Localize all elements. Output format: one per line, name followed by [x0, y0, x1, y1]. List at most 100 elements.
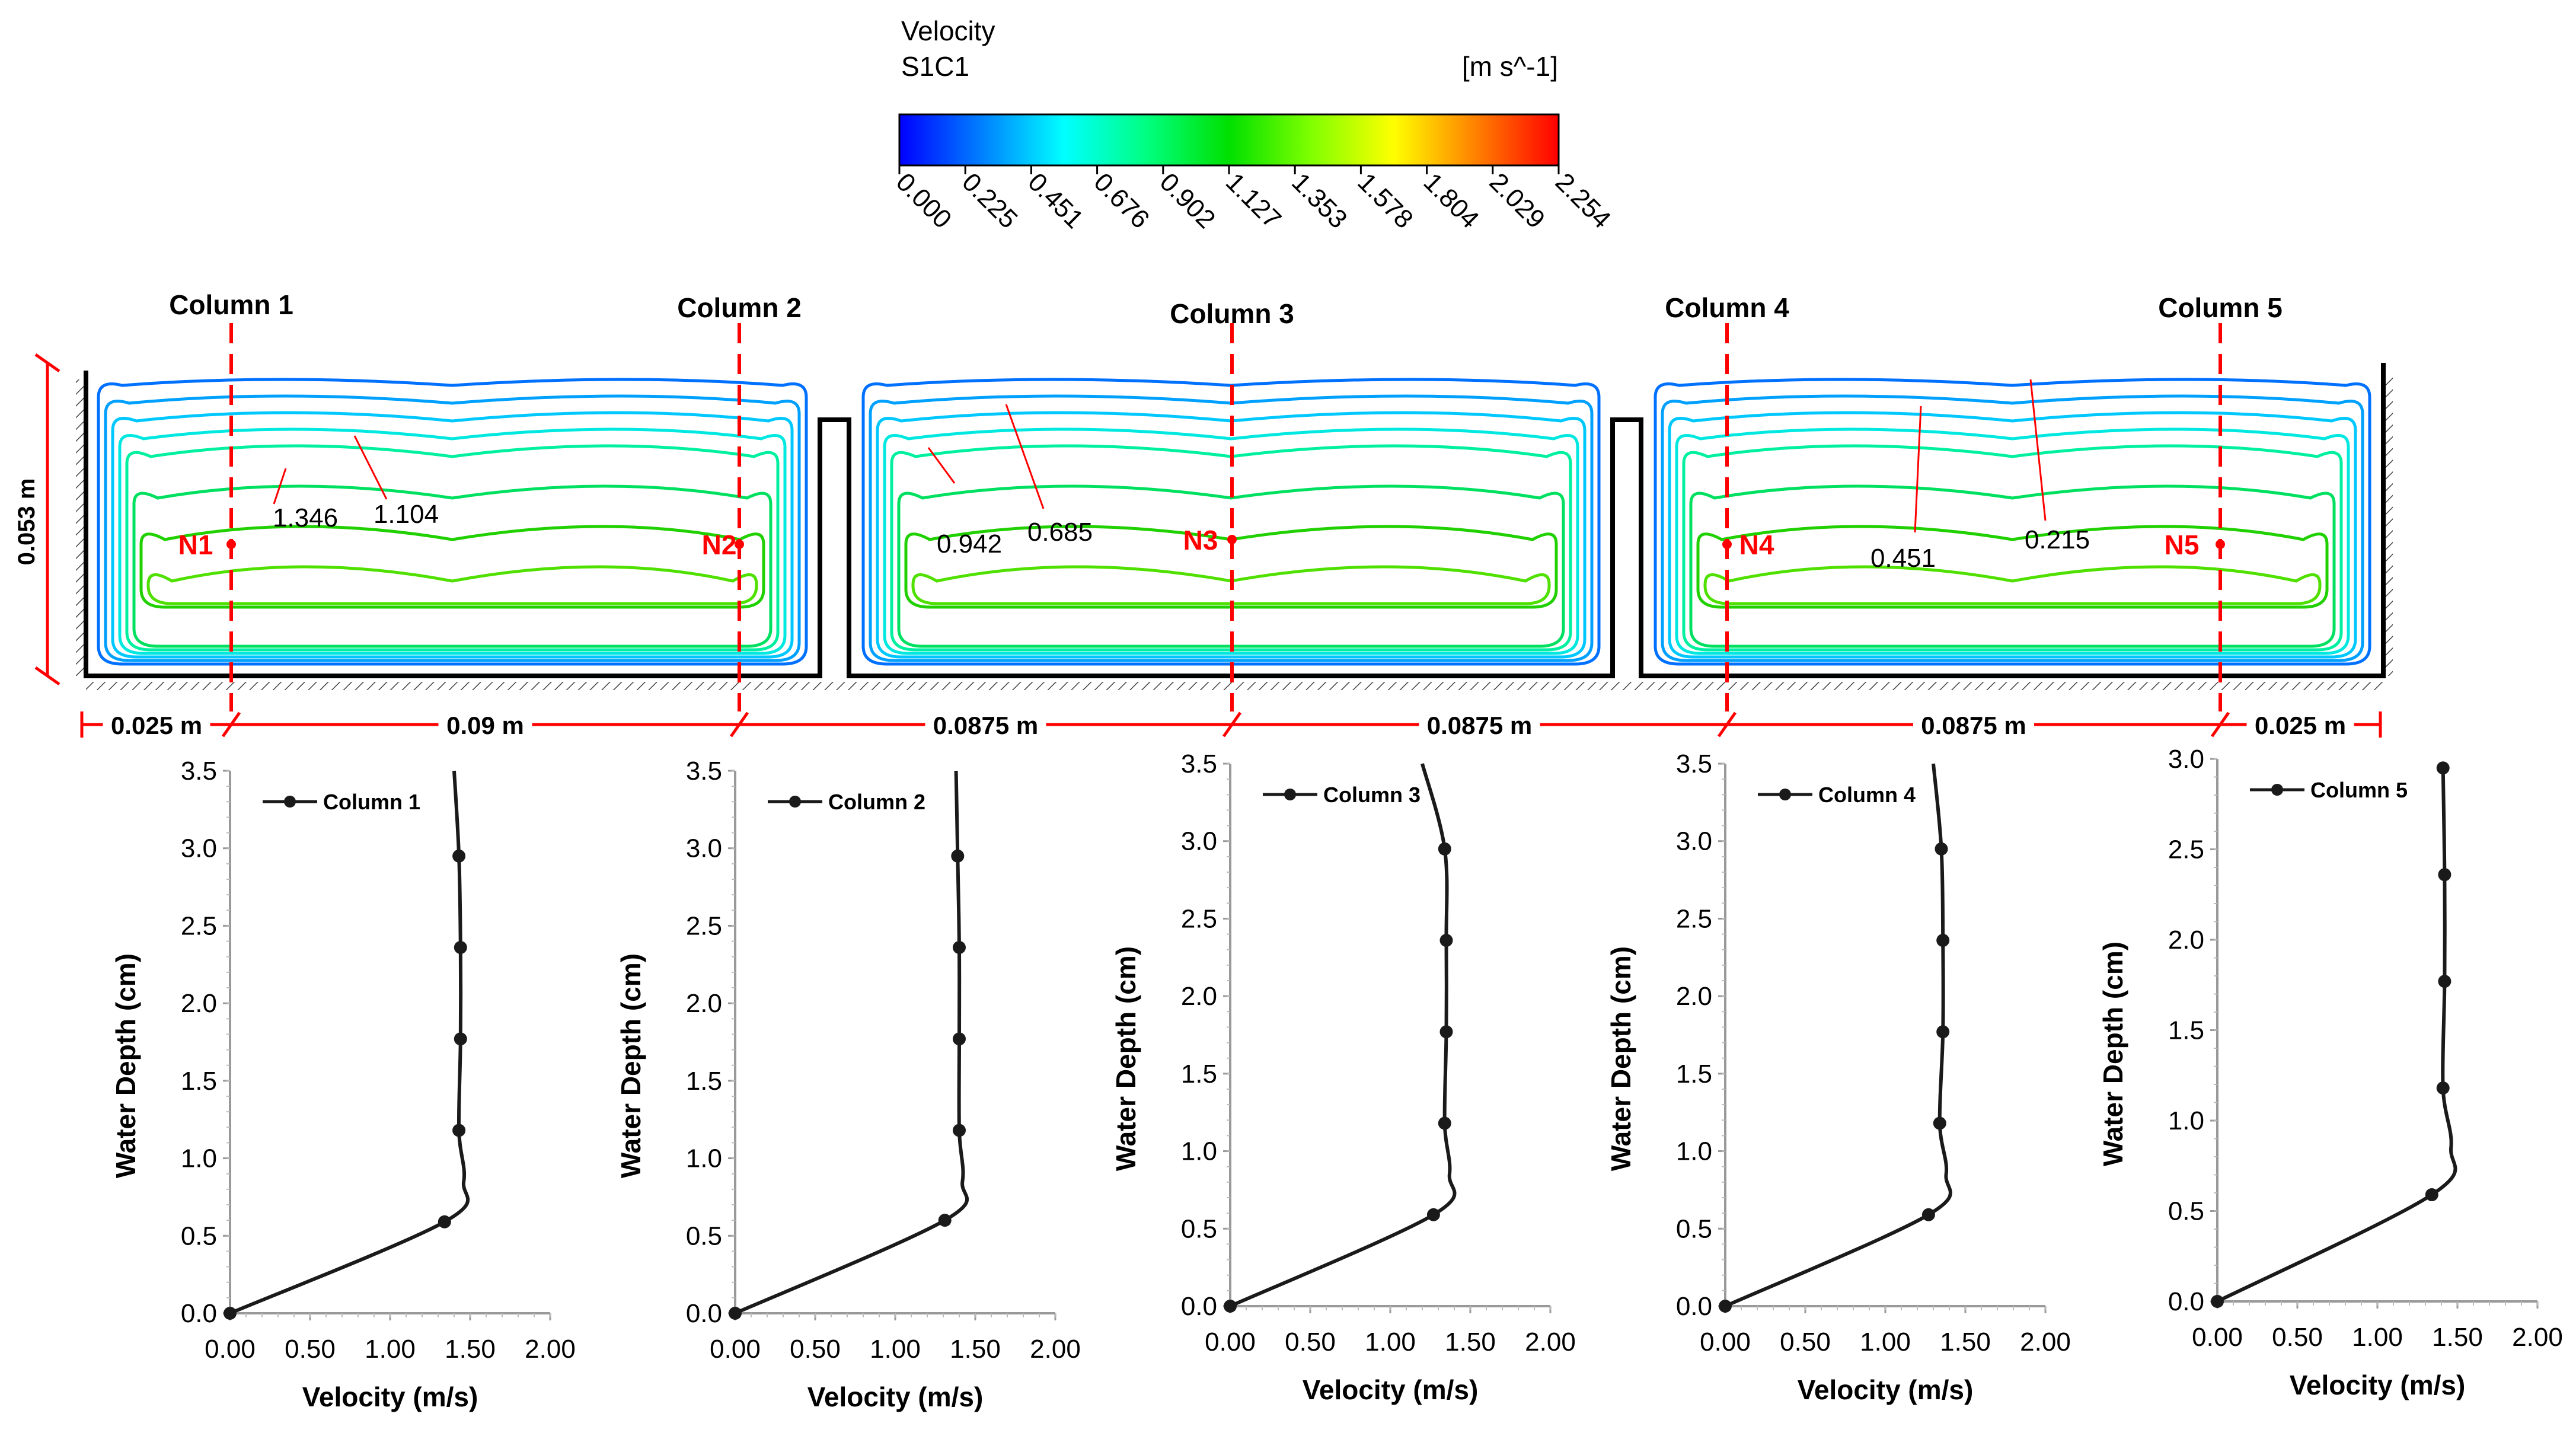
contour-line [1689, 484, 2336, 648]
x-tick-label: 0.00 [1700, 1327, 1751, 1357]
velocity-profile-chart: 0.0 0.5 1.0 1.5 2.0 2.5 3.0 0.00 0.50 1.00 1.50 2.0… [2098, 745, 2563, 1400]
x-tick-label: 1.50 [2432, 1323, 2483, 1352]
spacing-label: 0.0875 m [933, 711, 1038, 739]
data-point [2211, 1295, 2224, 1308]
y-tick-label: 2.5 [2168, 835, 2204, 864]
column-label: Column 3 [1170, 298, 1294, 329]
colorbar-tick-label: 0.902 [1154, 167, 1221, 234]
x-tick-label: 1.50 [1940, 1327, 1991, 1357]
data-point [452, 849, 466, 863]
y-tick-label: 0.0 [1181, 1292, 1217, 1321]
left-wall-hatch [76, 379, 85, 676]
colorbar-tick-label: 2.029 [1484, 167, 1551, 234]
contour-line [125, 444, 780, 652]
legend-label: Column 2 [828, 790, 925, 814]
velocity-profile-chart: 0.0 0.5 1.0 1.5 2.0 2.5 3.0 3.5 0.00 0.50 1.00 1.50… [1110, 749, 1576, 1405]
contour-line [876, 411, 1587, 659]
spacing-label-bg [1913, 708, 2034, 741]
contour-label-leader [273, 468, 287, 505]
contour-line [146, 565, 758, 605]
data-point [454, 941, 467, 955]
y-tick-label: 1.5 [686, 1067, 722, 1096]
data-point [1438, 1116, 1451, 1130]
contour-line [97, 378, 808, 666]
y-tick-label: 3.0 [1676, 827, 1712, 856]
spacing-label-bg [925, 708, 1046, 741]
x-tick-label: 1.00 [1365, 1327, 1416, 1357]
contour-line [1661, 394, 2364, 662]
spacing-dimensions: 0.025 m 0.09 m 0.0875 m 0.0875 m 0.0875 m 0.0… [80, 708, 2382, 741]
y-tick-label: 0.0 [181, 1299, 217, 1328]
x-tick-label: 0.00 [1205, 1327, 1256, 1357]
contour-label-leader [1005, 404, 1045, 509]
node-label: N1 [178, 529, 213, 560]
data-point [2436, 1081, 2450, 1095]
y-tick-label: 2.0 [181, 989, 217, 1018]
contour-label-leader [1914, 406, 1922, 533]
y-axis-label: Water Depth (cm) [2098, 942, 2128, 1166]
contour-line [1703, 565, 2322, 605]
legend-marker [1779, 789, 1791, 800]
spacing-label: 0.0875 m [1921, 711, 2026, 739]
spacing-label-bg [103, 708, 210, 741]
colorbar-tick-label: 1.353 [1286, 167, 1353, 234]
spacing-label-bg [1419, 708, 1540, 741]
contour-value-label: 0.215 [2025, 525, 2090, 554]
spacing-label-bg [2246, 708, 2354, 741]
y-tick-label: 3.0 [686, 834, 722, 863]
colorbar-tick-label: 0.225 [956, 167, 1023, 234]
spacing-label: 0.09 m [446, 711, 524, 739]
colorbar-subtitle: S1C1 [901, 51, 969, 82]
y-tick-label: 1.5 [181, 1067, 217, 1096]
x-tick-label: 2.00 [525, 1335, 576, 1364]
y-tick-label: 3.0 [1181, 827, 1217, 856]
data-point [1921, 1208, 1935, 1221]
contour-line [1696, 525, 2329, 609]
x-tick-label: 0.00 [2192, 1323, 2243, 1352]
x-axis-label: Velocity (m/s) [807, 1381, 984, 1412]
x-tick-label: 2.00 [2020, 1327, 2071, 1357]
legend-marker [2271, 784, 2283, 796]
y-axis-label: Water Depth (cm) [1110, 946, 1141, 1171]
colorbar-tick-label: 2.254 [1550, 167, 1617, 234]
contour-value-label: 0.451 [1870, 544, 1936, 573]
spacing-label: 0.025 m [2255, 711, 2346, 739]
x-tick-label: 0.50 [790, 1335, 841, 1364]
spacing-label-bg [438, 708, 532, 741]
y-tick-label: 1.0 [181, 1144, 217, 1173]
y-tick-label: 2.5 [686, 911, 722, 940]
contour-line [897, 484, 1565, 648]
y-tick-label: 2.0 [1181, 982, 1217, 1011]
y-tick-label: 1.5 [2168, 1016, 2204, 1045]
data-point [2425, 1188, 2438, 1202]
spacing-tick [2210, 711, 2230, 738]
legend-label: Column 5 [2310, 778, 2408, 802]
node-label: N3 [1183, 525, 1218, 556]
x-tick-label: 0.50 [285, 1335, 336, 1364]
data-point [1933, 1116, 1946, 1130]
y-tick-label: 3.5 [1676, 749, 1712, 778]
data-point [1935, 842, 1948, 856]
y-tick-label: 0.0 [686, 1299, 722, 1328]
depth-dimension: 0.053 m [14, 353, 60, 686]
spacing-tick [1222, 711, 1242, 738]
colorbar-tick-label: 1.578 [1352, 167, 1419, 234]
data-point [2438, 975, 2451, 988]
y-tick-label: 1.0 [686, 1144, 722, 1173]
contour-label-leader [353, 435, 388, 500]
y-tick-label: 0.5 [1676, 1214, 1712, 1243]
node-label: N5 [2165, 529, 2200, 560]
y-tick-label: 3.5 [181, 757, 217, 786]
colorbar-title: Velocity [901, 15, 995, 46]
data-point [438, 1215, 451, 1228]
y-axis-label: Water Depth (cm) [110, 953, 141, 1178]
x-tick-label: 1.00 [2352, 1323, 2403, 1352]
data-point [224, 1307, 237, 1320]
data-point [1224, 1300, 1237, 1313]
colorbar-tick-label: 0.676 [1089, 167, 1155, 234]
node-point [1722, 540, 1732, 549]
y-tick-label: 0.0 [1676, 1292, 1712, 1321]
series-line [1229, 763, 1457, 1308]
x-tick-label: 2.00 [2512, 1323, 2563, 1352]
